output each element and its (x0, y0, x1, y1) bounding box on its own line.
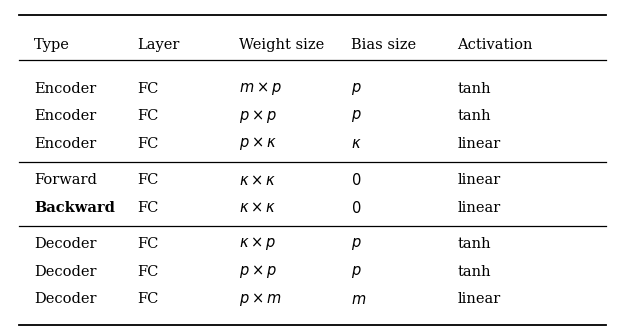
Text: $p$: $p$ (351, 264, 362, 280)
Text: $0$: $0$ (351, 172, 362, 188)
Text: $0$: $0$ (351, 200, 362, 216)
Text: Decoder: Decoder (34, 237, 96, 251)
Text: $p$: $p$ (351, 80, 362, 97)
Text: $p \times m$: $p \times m$ (239, 291, 282, 308)
Text: $\kappa \times p$: $\kappa \times p$ (239, 235, 277, 252)
Text: linear: linear (457, 137, 501, 151)
Text: Backward: Backward (34, 201, 115, 215)
Text: Layer: Layer (137, 38, 179, 52)
Text: tanh: tanh (457, 81, 491, 96)
Text: Decoder: Decoder (34, 265, 96, 279)
Text: Weight size: Weight size (239, 38, 325, 52)
Text: Decoder: Decoder (34, 292, 96, 306)
Text: $\kappa$: $\kappa$ (351, 137, 362, 151)
Text: FC: FC (137, 237, 158, 251)
Text: $\kappa \times \kappa$: $\kappa \times \kappa$ (239, 173, 277, 187)
Text: FC: FC (137, 173, 158, 187)
Text: Encoder: Encoder (34, 81, 96, 96)
Text: linear: linear (457, 292, 501, 306)
Text: $m$: $m$ (351, 292, 367, 307)
Text: Bias size: Bias size (351, 38, 417, 52)
Text: FC: FC (137, 109, 158, 123)
Text: $\kappa \times \kappa$: $\kappa \times \kappa$ (239, 200, 277, 215)
Text: linear: linear (457, 173, 501, 187)
Text: FC: FC (137, 292, 158, 306)
Text: tanh: tanh (457, 109, 491, 123)
Text: tanh: tanh (457, 237, 491, 251)
Text: Type: Type (34, 38, 70, 52)
Text: $p \times p$: $p \times p$ (239, 108, 277, 125)
Text: FC: FC (137, 81, 158, 96)
Text: tanh: tanh (457, 265, 491, 279)
Text: Encoder: Encoder (34, 137, 96, 151)
Text: $p \times p$: $p \times p$ (239, 263, 277, 280)
Text: Forward: Forward (34, 173, 97, 187)
Text: $p \times \kappa$: $p \times \kappa$ (239, 136, 277, 152)
Text: Encoder: Encoder (34, 109, 96, 123)
Text: linear: linear (457, 201, 501, 215)
Text: $p$: $p$ (351, 236, 362, 252)
Text: $m \times p$: $m \times p$ (239, 80, 282, 97)
Text: $p$: $p$ (351, 108, 362, 124)
Text: FC: FC (137, 265, 158, 279)
Text: Activation: Activation (457, 38, 532, 52)
Text: FC: FC (137, 201, 158, 215)
Text: FC: FC (137, 137, 158, 151)
